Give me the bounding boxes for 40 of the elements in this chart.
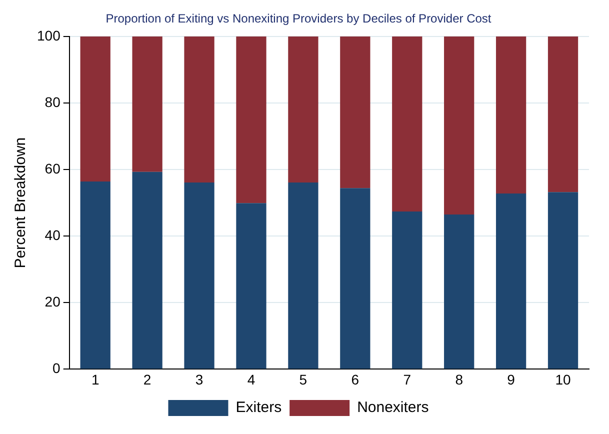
x-tick-label: 4 — [247, 371, 256, 388]
y-tick-label: 80 — [44, 94, 61, 110]
y-tick-label: 40 — [44, 226, 61, 243]
bar — [444, 36, 474, 214]
x-tick-label: 5 — [299, 371, 308, 388]
bar — [392, 211, 422, 369]
bar — [548, 36, 578, 192]
bar — [444, 214, 474, 369]
bar — [392, 36, 422, 212]
bar — [340, 36, 370, 188]
bar — [184, 36, 214, 182]
bar — [132, 36, 162, 172]
x-tick-label: 2 — [143, 371, 152, 388]
x-tick-label: 8 — [455, 371, 464, 388]
bar — [340, 188, 370, 369]
bar — [80, 36, 110, 182]
x-tick-label: 10 — [555, 371, 572, 388]
y-tick-label: 60 — [44, 160, 61, 176]
y-tick-label: 0 — [52, 360, 61, 376]
bar — [184, 182, 214, 369]
x-tick-label: 1 — [91, 371, 100, 388]
x-tick-label: 6 — [351, 371, 360, 388]
y-tick-label: 100 — [37, 27, 61, 44]
bar — [236, 203, 266, 369]
bar — [288, 36, 318, 182]
bar — [496, 36, 526, 194]
bar — [132, 172, 162, 369]
x-tick-label: 7 — [403, 371, 412, 388]
bar — [80, 182, 110, 369]
x-tick-label: 9 — [507, 371, 516, 388]
bar — [288, 182, 318, 369]
y-axis-title: Percent Breakdown — [12, 137, 30, 268]
legend-label: Nonexiters — [357, 399, 429, 416]
bar — [236, 36, 266, 204]
bar — [548, 192, 578, 369]
bar — [496, 193, 526, 369]
chart-title: Proportion of Exiting vs Nonexiting Providers by Deciles of Provider Cost — [106, 12, 492, 26]
y-tick-label: 20 — [44, 294, 61, 310]
x-tick-label: 3 — [195, 371, 204, 388]
legend-label: Exiters — [236, 399, 282, 416]
